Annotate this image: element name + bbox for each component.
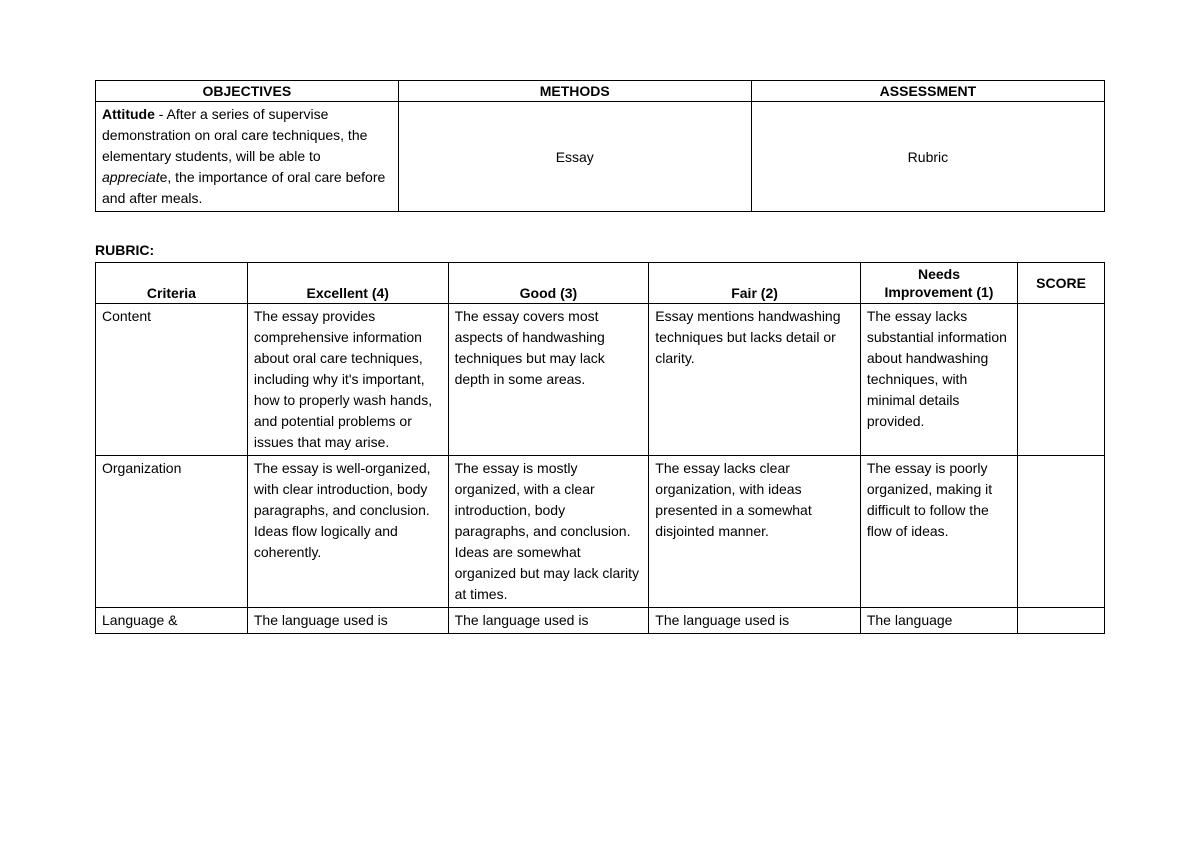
attitude-label: Attitude [102,106,155,122]
rubric-cell-fair: Essay mentions handwashing techniques bu… [649,304,861,456]
rubric-header-row: Criteria Excellent (4) Good (3) Fair (2)… [96,263,1105,304]
rubric-cell-excellent: The essay provides comprehensive informa… [247,304,448,456]
rubric-header-fair: Fair (2) [649,263,861,304]
rubric-header-needs-line2: Improvement (1) [885,284,994,300]
rubric-table: Criteria Excellent (4) Good (3) Fair (2)… [95,262,1105,634]
rubric-cell-fair: The essay lacks clear organization, with… [649,456,861,608]
attitude-italic: appreciat [102,169,160,185]
rubric-cell-score [1018,608,1105,634]
rubric-cell-good: The essay covers most aspects of handwas… [448,304,649,456]
assessment-cell: Rubric [751,102,1104,212]
rubric-row-organization: Organization The essay is well-organized… [96,456,1105,608]
rubric-header-excellent: Excellent (4) [247,263,448,304]
rubric-cell-fair: The language used is [649,608,861,634]
rubric-cell-good: The essay is mostly organized, with a cl… [448,456,649,608]
rubric-cell-score [1018,456,1105,608]
rubric-header-criteria: Criteria [96,263,248,304]
rubric-cell-score [1018,304,1105,456]
rubric-cell-excellent: The essay is well-organized, with clear … [247,456,448,608]
rubric-header-needs-line1: Needs [918,266,960,282]
rubric-header-needs: Needs Improvement (1) [860,263,1017,304]
objectives-data-row: Attitude - After a series of supervise d… [96,102,1105,212]
objectives-table: OBJECTIVES METHODS ASSESSMENT Attitude -… [95,80,1105,212]
rubric-label: RUBRIC: [95,242,1105,258]
header-assessment: ASSESSMENT [751,81,1104,102]
objectives-cell: Attitude - After a series of supervise d… [96,102,399,212]
header-methods: METHODS [398,81,751,102]
rubric-cell-criteria: Organization [96,456,248,608]
methods-cell: Essay [398,102,751,212]
header-objectives: OBJECTIVES [96,81,399,102]
rubric-row-content: Content The essay provides comprehensive… [96,304,1105,456]
rubric-header-good: Good (3) [448,263,649,304]
rubric-header-score: SCORE [1018,263,1105,304]
objectives-header-row: OBJECTIVES METHODS ASSESSMENT [96,81,1105,102]
rubric-cell-criteria: Content [96,304,248,456]
rubric-cell-excellent: The language used is [247,608,448,634]
rubric-cell-needs: The essay is poorly organized, making it… [860,456,1017,608]
rubric-cell-good: The language used is [448,608,649,634]
rubric-row-language: Language & The language used is The lang… [96,608,1105,634]
rubric-cell-needs: The language [860,608,1017,634]
rubric-cell-criteria: Language & [96,608,248,634]
rubric-cell-needs: The essay lacks substantial information … [860,304,1017,456]
